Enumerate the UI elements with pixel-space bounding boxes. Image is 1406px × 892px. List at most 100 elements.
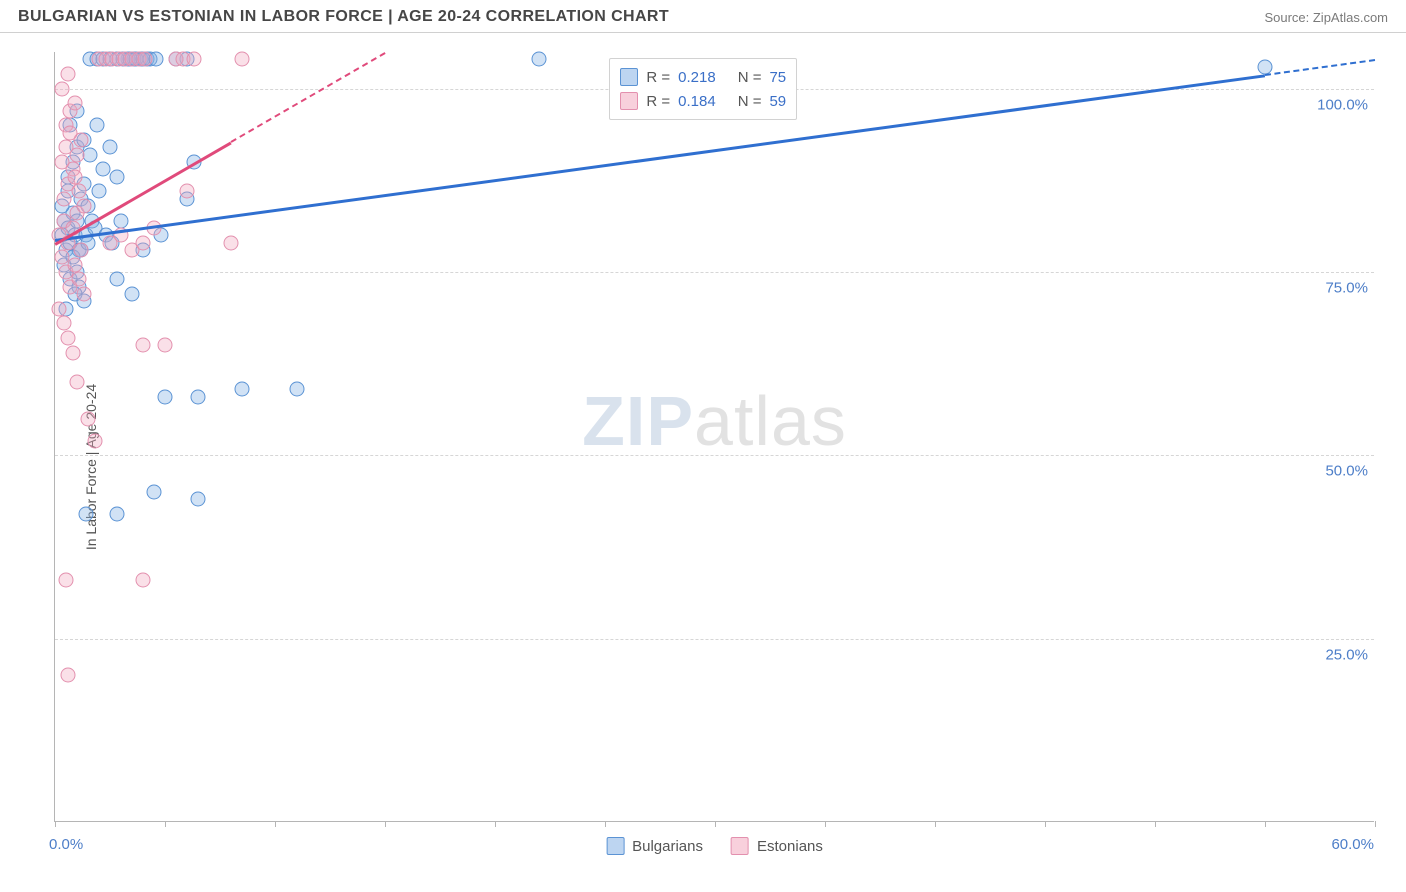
gridline-h: [55, 455, 1374, 456]
legend-item-estonians: Estonians: [731, 837, 823, 855]
stat-n-label: N =: [738, 93, 762, 110]
scatter-point: [54, 81, 69, 96]
scatter-point: [191, 389, 206, 404]
stat-r-value: 0.218: [678, 69, 716, 86]
scatter-point: [235, 52, 250, 67]
stat-n-value: 75: [769, 69, 786, 86]
scatter-point: [83, 147, 98, 162]
scatter-point: [158, 389, 173, 404]
scatter-point: [136, 573, 151, 588]
x-tick: [1045, 821, 1046, 827]
scatter-point: [74, 243, 89, 258]
x-tick: [385, 821, 386, 827]
scatter-point: [76, 199, 91, 214]
scatter-point: [89, 118, 104, 133]
trend-line-dashed: [1265, 59, 1375, 76]
scatter-point: [56, 191, 71, 206]
scatter-point: [63, 125, 78, 140]
stat-n-value: 59: [769, 93, 786, 110]
x-tick: [605, 821, 606, 827]
y-tick-label: 50.0%: [1325, 463, 1368, 480]
scatter-point: [65, 345, 80, 360]
x-tick: [275, 821, 276, 827]
stat-n-label: N =: [738, 69, 762, 86]
scatter-point: [109, 507, 124, 522]
x-tick: [1265, 821, 1266, 827]
x-tick: [935, 821, 936, 827]
chart-source: Source: ZipAtlas.com: [1264, 10, 1388, 25]
chart-title: BULGARIAN VS ESTONIAN IN LABOR FORCE | A…: [18, 8, 669, 26]
watermark-part2: atlas: [694, 382, 847, 460]
legend-label: Estonians: [757, 838, 823, 855]
scatter-point: [103, 140, 118, 155]
chart-header: BULGARIAN VS ESTONIAN IN LABOR FORCE | A…: [0, 0, 1406, 33]
x-axis-label-min: 0.0%: [49, 836, 83, 853]
scatter-point: [125, 287, 140, 302]
scatter-point: [235, 382, 250, 397]
x-tick: [55, 821, 56, 827]
x-tick: [495, 821, 496, 827]
scatter-point: [52, 301, 67, 316]
stats-swatch: [620, 68, 638, 86]
y-tick-label: 25.0%: [1325, 646, 1368, 663]
scatter-point: [191, 492, 206, 507]
legend-swatch-pink: [731, 837, 749, 855]
scatter-point: [87, 433, 102, 448]
scatter-point: [70, 375, 85, 390]
scatter-point: [92, 184, 107, 199]
stats-row: R = 0.184 N = 59: [620, 89, 786, 113]
series-legend: Bulgarians Estonians: [606, 837, 823, 855]
stat-r-value: 0.184: [678, 93, 716, 110]
legend-label: Bulgarians: [632, 838, 703, 855]
scatter-point: [61, 67, 76, 82]
stats-box: R = 0.218 N = 75 R = 0.184 N = 59: [609, 58, 797, 120]
stats-row: R = 0.218 N = 75: [620, 65, 786, 89]
x-tick: [1375, 821, 1376, 827]
gridline-h: [55, 639, 1374, 640]
chart-area: In Labor Force | Age 20-24 ZIPatlas 0.0%…: [0, 42, 1406, 892]
scatter-point: [56, 316, 71, 331]
stats-swatch: [620, 92, 638, 110]
scatter-point: [114, 213, 129, 228]
x-tick: [165, 821, 166, 827]
scatter-point: [138, 52, 153, 67]
scatter-point: [224, 235, 239, 250]
scatter-point: [158, 338, 173, 353]
scatter-point: [59, 140, 74, 155]
scatter-point: [67, 169, 82, 184]
legend-item-bulgarians: Bulgarians: [606, 837, 703, 855]
x-tick: [825, 821, 826, 827]
scatter-point: [67, 257, 82, 272]
scatter-point: [81, 411, 96, 426]
scatter-point: [180, 184, 195, 199]
trend-line-dashed: [230, 52, 385, 143]
gridline-h: [55, 272, 1374, 273]
scatter-point: [61, 668, 76, 683]
x-tick: [715, 821, 716, 827]
scatter-point: [186, 52, 201, 67]
scatter-point: [76, 287, 91, 302]
x-axis-label-max: 60.0%: [1331, 836, 1374, 853]
scatter-point: [61, 331, 76, 346]
plot-region: ZIPatlas 0.0% 60.0% Bulgarians Estonians…: [54, 52, 1374, 822]
scatter-point: [290, 382, 305, 397]
legend-swatch-blue: [606, 837, 624, 855]
scatter-point: [109, 272, 124, 287]
scatter-point: [72, 184, 87, 199]
scatter-point: [54, 155, 69, 170]
x-tick: [1155, 821, 1156, 827]
stat-r-label: R =: [646, 93, 670, 110]
scatter-point: [147, 485, 162, 500]
y-tick-label: 100.0%: [1317, 96, 1368, 113]
watermark: ZIPatlas: [582, 381, 847, 461]
watermark-part1: ZIP: [582, 382, 694, 460]
scatter-point: [532, 52, 547, 67]
y-tick-label: 75.0%: [1325, 280, 1368, 297]
scatter-point: [136, 235, 151, 250]
scatter-point: [67, 96, 82, 111]
scatter-point: [1258, 59, 1273, 74]
scatter-point: [59, 573, 74, 588]
stat-r-label: R =: [646, 69, 670, 86]
scatter-point: [136, 338, 151, 353]
scatter-point: [78, 507, 93, 522]
